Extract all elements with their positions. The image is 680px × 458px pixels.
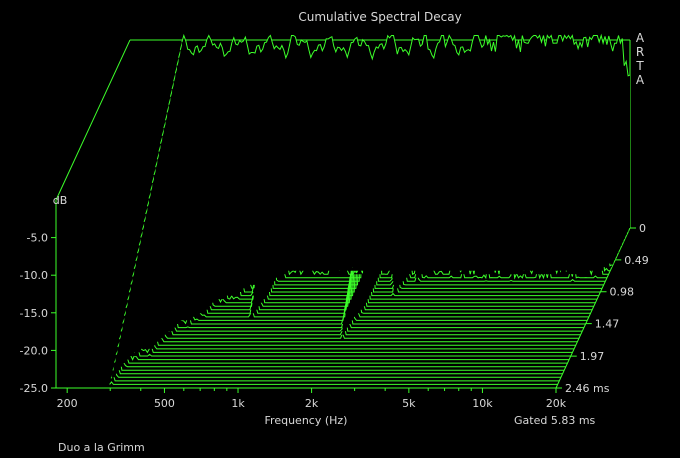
- gate-label: Gated 5.83 ms: [514, 414, 596, 427]
- decay-slice: [125, 301, 575, 350]
- decay-slice: [122, 317, 571, 357]
- decay-slice: [132, 269, 581, 336]
- t-tick-label: 1.47: [595, 318, 620, 331]
- y-tick-label: -20.0: [20, 344, 48, 357]
- decay-slice: [123, 309, 573, 354]
- chart-title: Cumulative Spectral Decay: [298, 10, 461, 24]
- db-axis: -5.0 -10.0 -15.0 -20.0 -25.0: [20, 232, 56, 395]
- x-tick-label: 10k: [472, 397, 493, 410]
- decay-slice: [140, 230, 589, 318]
- decay-slice: [118, 332, 568, 364]
- slice-mask: [113, 358, 563, 374]
- time-axis: 0 0.49 0.98 1.47 1.97 2.46 ms: [556, 222, 649, 395]
- brand-letter: A: [636, 73, 645, 87]
- decay-slice: [127, 293, 576, 346]
- x-tick-label: 200: [57, 397, 78, 410]
- brand-letter: A: [636, 31, 645, 45]
- y-tick-label: -5.0: [27, 232, 48, 245]
- t-tick-label: 1.97: [580, 350, 605, 363]
- decay-slice: [110, 372, 560, 382]
- t-tick-label: 0.49: [624, 254, 649, 267]
- slice-mask: [111, 366, 561, 378]
- decay-slice: [142, 222, 591, 314]
- decay-slice: [137, 246, 586, 325]
- y-tick-label: -10.0: [20, 269, 48, 282]
- x-tick-label: 1k: [231, 397, 245, 410]
- decay-slice: [109, 381, 558, 385]
- y-tick-label: -25.0: [20, 382, 48, 395]
- frequency-axis: 200 500 1k 2k 5k 10k 20k: [57, 388, 567, 410]
- decay-slice: [135, 253, 584, 329]
- decay-slice: [133, 261, 583, 332]
- decay-traces: [107, 33, 631, 389]
- decay-slice: [117, 340, 566, 368]
- decay-slice: [143, 214, 593, 311]
- brand-letter: T: [635, 59, 644, 73]
- decay-slice: [112, 364, 561, 378]
- decay-slice: [115, 348, 565, 371]
- footer-label: Duo a la Grimm: [58, 441, 145, 454]
- top-left-edge: [55, 39, 131, 201]
- t-tick-label: 0.98: [610, 286, 635, 299]
- y-axis-label: dB: [53, 194, 68, 207]
- slice-mask: [180, 35, 630, 228]
- x-tick-label: 5k: [402, 397, 416, 410]
- y-tick-label: -15.0: [20, 307, 48, 320]
- decay-slice: [130, 277, 579, 339]
- x-tick-label: 500: [154, 397, 175, 410]
- t-tick-label: 0: [639, 222, 646, 235]
- x-tick-label: 2k: [305, 397, 319, 410]
- x-tick-label: 20k: [546, 397, 567, 410]
- slice-mask: [114, 350, 565, 371]
- t-tick-label: 2.46 ms: [565, 382, 610, 395]
- decay-slice: [181, 33, 631, 77]
- decay-slice: [114, 356, 563, 375]
- x-axis-label: Frequency (Hz): [265, 414, 348, 427]
- decay-slice: [120, 325, 570, 361]
- time-axis-edge: [555, 227, 631, 389]
- decay-slice: [145, 206, 594, 307]
- decay-slice: [128, 285, 578, 343]
- decay-slice: [138, 238, 588, 321]
- brand-letter: R: [636, 45, 644, 59]
